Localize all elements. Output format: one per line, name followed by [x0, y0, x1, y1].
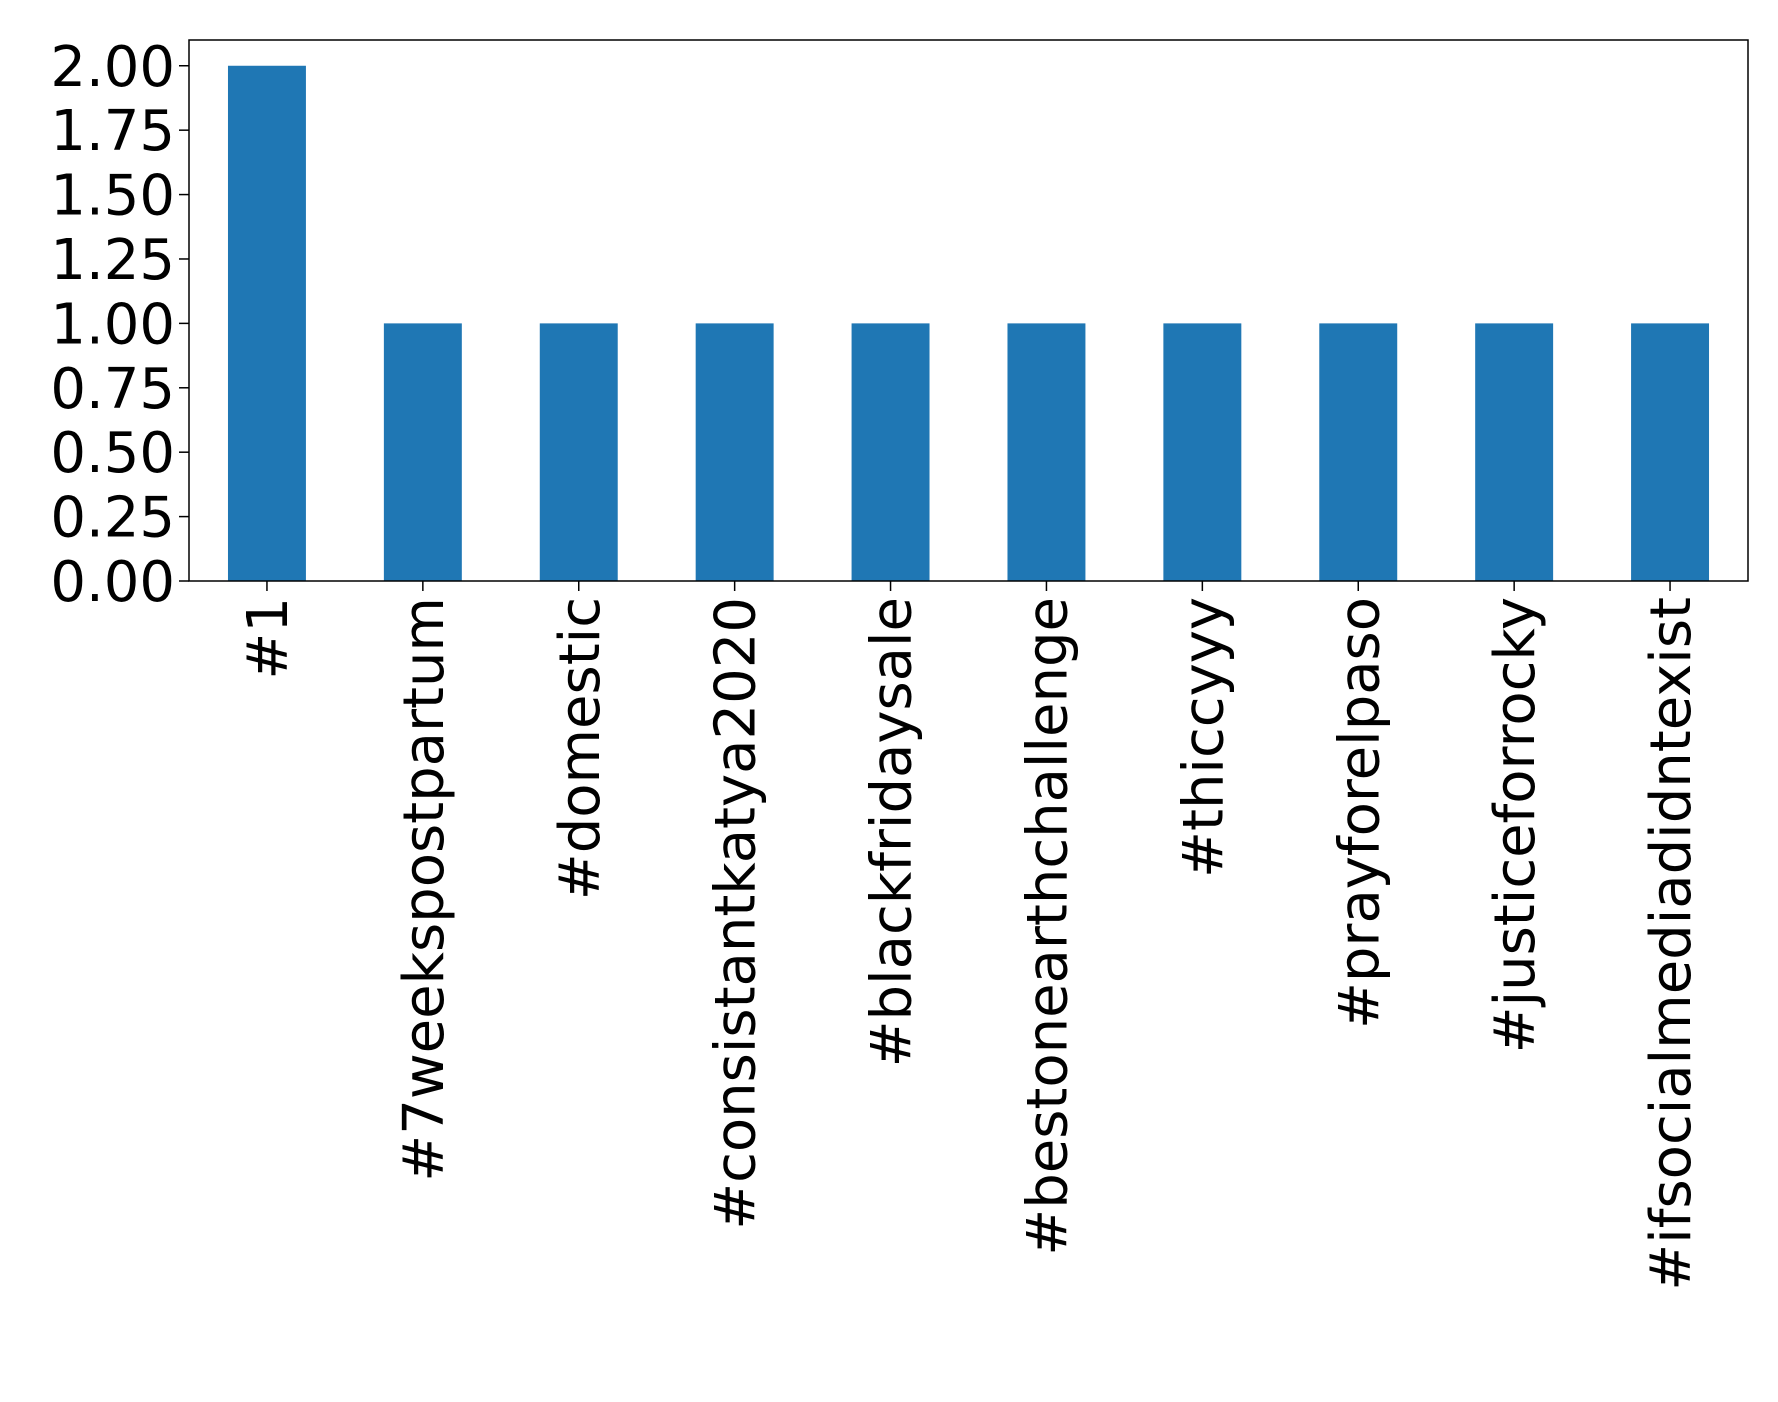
x-tick-label: #blackfridaysale: [860, 597, 925, 1067]
y-tick-label: 0.25: [50, 486, 175, 551]
x-tick-label: #domestic: [548, 597, 613, 900]
x-tick-label: #7weekspostpartum: [392, 597, 457, 1182]
y-tick-label: 0.50: [50, 421, 175, 486]
y-tick-label: 1.50: [50, 164, 175, 229]
x-tick-label: #justiceforrocky: [1483, 597, 1548, 1053]
bar: [1007, 323, 1086, 581]
x-tick-label: #prayforelpaso: [1327, 597, 1392, 1029]
bar: [227, 65, 306, 581]
y-tick-label: 2.00: [50, 35, 175, 100]
bar: [383, 323, 462, 581]
plot-frame: [188, 39, 1749, 582]
x-tick-label: #consistantkatya2020: [704, 597, 769, 1230]
y-tick-label: 1.25: [50, 228, 175, 293]
bar: [1631, 323, 1710, 581]
x-tick-label: #1: [236, 597, 301, 680]
bar: [695, 323, 774, 581]
y-tick-label: 0.75: [50, 357, 175, 422]
y-tick-label: 0.00: [50, 550, 175, 615]
bar: [1319, 323, 1398, 581]
y-tick-label: 1.75: [50, 99, 175, 164]
bar: [1163, 323, 1242, 581]
bar: [1475, 323, 1554, 581]
x-tick-label: #ifsocialmediadidntexist: [1639, 597, 1704, 1291]
y-tick-label: 1.00: [50, 292, 175, 357]
x-tick-label: #bestonearthchallenge: [1015, 597, 1080, 1256]
bar: [539, 323, 618, 581]
bar: [851, 323, 930, 581]
x-tick-label: #thiccyyy: [1171, 597, 1236, 878]
